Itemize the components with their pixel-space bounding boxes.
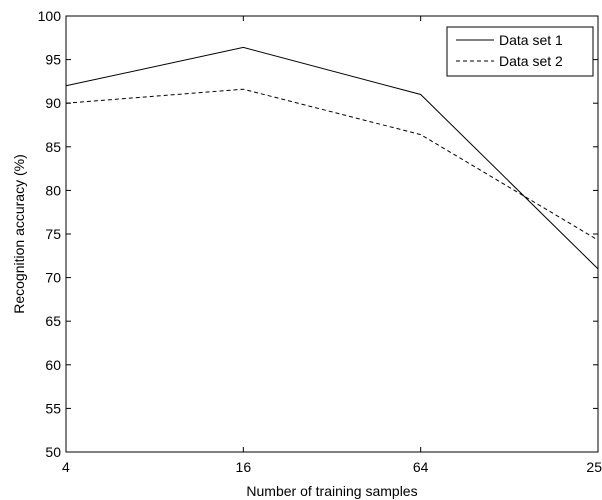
y-tick-label: 95 [45, 52, 61, 68]
x-axis-title: Number of training samples [246, 483, 417, 499]
y-tick-label: 50 [45, 444, 61, 460]
series-line-data-set-2 [65, 88, 599, 241]
y-tick-label: 60 [45, 357, 61, 373]
y-tick-label: 65 [45, 313, 61, 329]
legend: Data set 1 Data set 2 [446, 26, 594, 77]
y-tick-label: 75 [45, 226, 61, 242]
y-tick-label: 70 [45, 270, 61, 286]
x-tick-label: 16 [236, 459, 252, 475]
y-tick-label: 55 [45, 400, 61, 416]
x-tick-label: 25 [586, 459, 602, 475]
x-tick-label: 4 [62, 459, 70, 475]
y-tick-label: 85 [45, 139, 61, 155]
y-tick-label: 80 [45, 182, 61, 198]
y-axis-ticks: 50 55 60 65 70 75 80 85 90 95 100 [38, 8, 598, 460]
legend-box [446, 26, 594, 77]
x-tick-label: 64 [413, 459, 429, 475]
x-axis-ticks: 4 16 64 25 [62, 16, 602, 475]
legend-label-data-set-2: Data set 2 [499, 53, 563, 69]
plot-area [65, 15, 599, 453]
series-line-data-set-1 [65, 46, 599, 270]
y-tick-label: 90 [45, 95, 61, 111]
y-axis-title: Recognition accuracy (%) [11, 154, 27, 314]
legend-label-data-set-1: Data set 1 [499, 32, 563, 48]
series-layer [65, 46, 599, 270]
y-tick-label: 100 [38, 8, 62, 24]
